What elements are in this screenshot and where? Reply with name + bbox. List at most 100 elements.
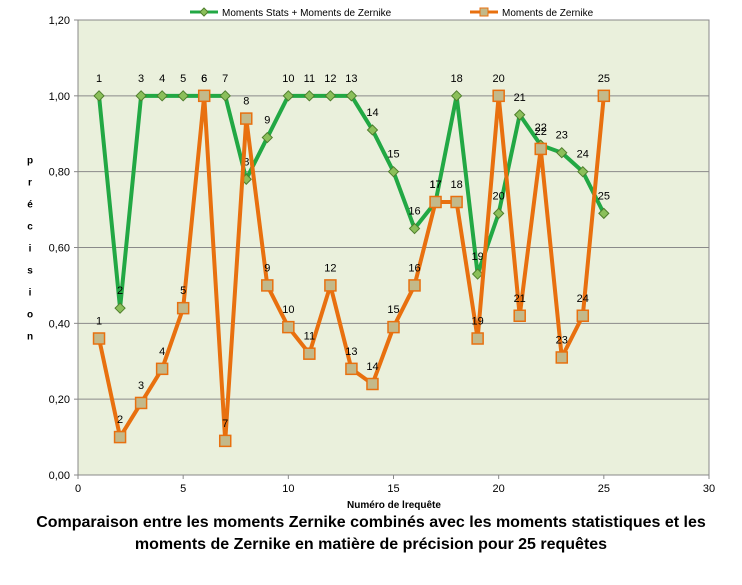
y-tick-label: 0,80: [49, 167, 70, 179]
data-point: [408, 222, 421, 235]
data-point: [93, 90, 105, 102]
data-label: 12: [324, 73, 336, 85]
legend-item-2: Moments de Zernike: [470, 7, 594, 19]
data-point: [577, 165, 589, 178]
data-point: [134, 396, 148, 410]
x-tick-label: 5: [180, 483, 186, 495]
y-tick-label: 0,60: [49, 243, 70, 255]
data-label: 9: [264, 262, 270, 274]
data-point: [156, 90, 168, 102]
data-point: [429, 195, 442, 209]
data-label: 8: [243, 156, 249, 168]
chart-title: Comparaison entre les moments Zernike co…: [36, 514, 706, 553]
data-label: 13: [345, 73, 357, 85]
data-point: [282, 320, 295, 334]
data-label: 10: [282, 73, 294, 85]
data-point: [219, 90, 231, 102]
data-point: [597, 89, 611, 103]
data-label: 11: [304, 73, 315, 85]
data-point: [218, 434, 232, 448]
data-point: [556, 147, 568, 159]
data-label: 11: [304, 331, 315, 343]
data-label: 17: [429, 179, 441, 191]
data-label: 22: [535, 126, 547, 138]
data-point: [366, 124, 379, 136]
x-tick-label: 0: [75, 483, 81, 495]
data-point: [450, 90, 463, 102]
data-point: [155, 362, 169, 376]
data-label: 3: [138, 73, 144, 85]
y-axis-ticks: 0,00 0,20 0,40 0,60 0,80 1,00 1,20: [49, 15, 78, 482]
data-point: [345, 90, 358, 102]
data-point: [345, 362, 358, 376]
x-tick-label: 10: [282, 483, 294, 495]
data-point: [282, 90, 295, 102]
data-label: 18: [450, 179, 462, 191]
data-point: [261, 279, 274, 292]
y-axis-label-char: p: [27, 156, 33, 167]
data-label: 25: [598, 190, 610, 202]
x-tick-label: 15: [387, 483, 399, 495]
data-label: 4: [159, 346, 165, 358]
data-label: 23: [556, 130, 568, 142]
data-label: 8: [243, 96, 249, 108]
data-point: [555, 351, 569, 364]
data-point: [324, 90, 337, 102]
data-point: [324, 279, 337, 292]
data-point: [534, 142, 547, 156]
data-point: [261, 131, 274, 144]
y-axis-label-char: i: [29, 244, 32, 255]
data-point: [471, 268, 484, 280]
data-point: [492, 207, 505, 220]
y-tick-label: 0,00: [49, 470, 70, 482]
data-point: [513, 109, 526, 121]
data-point: [387, 165, 400, 178]
legend-label: Moments Stats + Moments de Zernike: [222, 8, 392, 19]
data-point: [366, 377, 379, 391]
data-point: [113, 430, 127, 444]
data-label: 20: [493, 190, 505, 202]
data-label: 10: [282, 304, 294, 316]
x-tick-label: 20: [493, 483, 505, 495]
data-label: 19: [472, 251, 484, 263]
data-label: 5: [180, 73, 186, 85]
legend-item-1: Moments Stats + Moments de Zernike: [190, 7, 392, 19]
data-point: [177, 90, 189, 102]
x-axis-ticks: 0 5 10 15 20 25 30: [75, 475, 715, 495]
y-axis-label-char: s: [27, 266, 33, 277]
data-point: [492, 89, 505, 103]
legend-swatch-marker: [479, 7, 489, 17]
data-label: 1: [96, 73, 102, 85]
data-label: 5: [180, 285, 186, 297]
data-point: [471, 332, 484, 345]
y-axis-label: précision: [27, 156, 33, 343]
data-point: [576, 309, 590, 322]
data-label: 7: [222, 73, 228, 85]
y-tick-label: 0,40: [49, 318, 70, 330]
data-label: 19: [472, 316, 484, 328]
y-axis-label-char: n: [27, 332, 33, 343]
data-label: 23: [556, 334, 568, 346]
data-label: 4: [159, 73, 165, 85]
data-point: [598, 207, 610, 220]
data-label: 14: [366, 107, 378, 119]
data-point: [450, 195, 463, 209]
data-label: 20: [493, 73, 505, 85]
data-point: [240, 112, 253, 125]
y-tick-label: 1,00: [49, 91, 70, 103]
y-tick-label: 1,20: [49, 15, 70, 27]
data-label: 6: [201, 73, 207, 85]
data-label: 2: [117, 414, 123, 426]
data-label: 18: [450, 73, 462, 85]
data-label: 21: [514, 92, 526, 104]
data-label: 13: [345, 346, 357, 358]
data-label: 16: [408, 262, 420, 274]
x-axis-label: Numéro de lrequête: [347, 500, 441, 511]
data-label: 12: [324, 262, 336, 274]
data-point: [92, 332, 106, 345]
chart: 0,000,200,400,600,801,001,20 0 5 10 15 20 25 3…: [27, 7, 715, 511]
data-label: 1: [96, 316, 102, 328]
data-label: 9: [264, 115, 270, 127]
